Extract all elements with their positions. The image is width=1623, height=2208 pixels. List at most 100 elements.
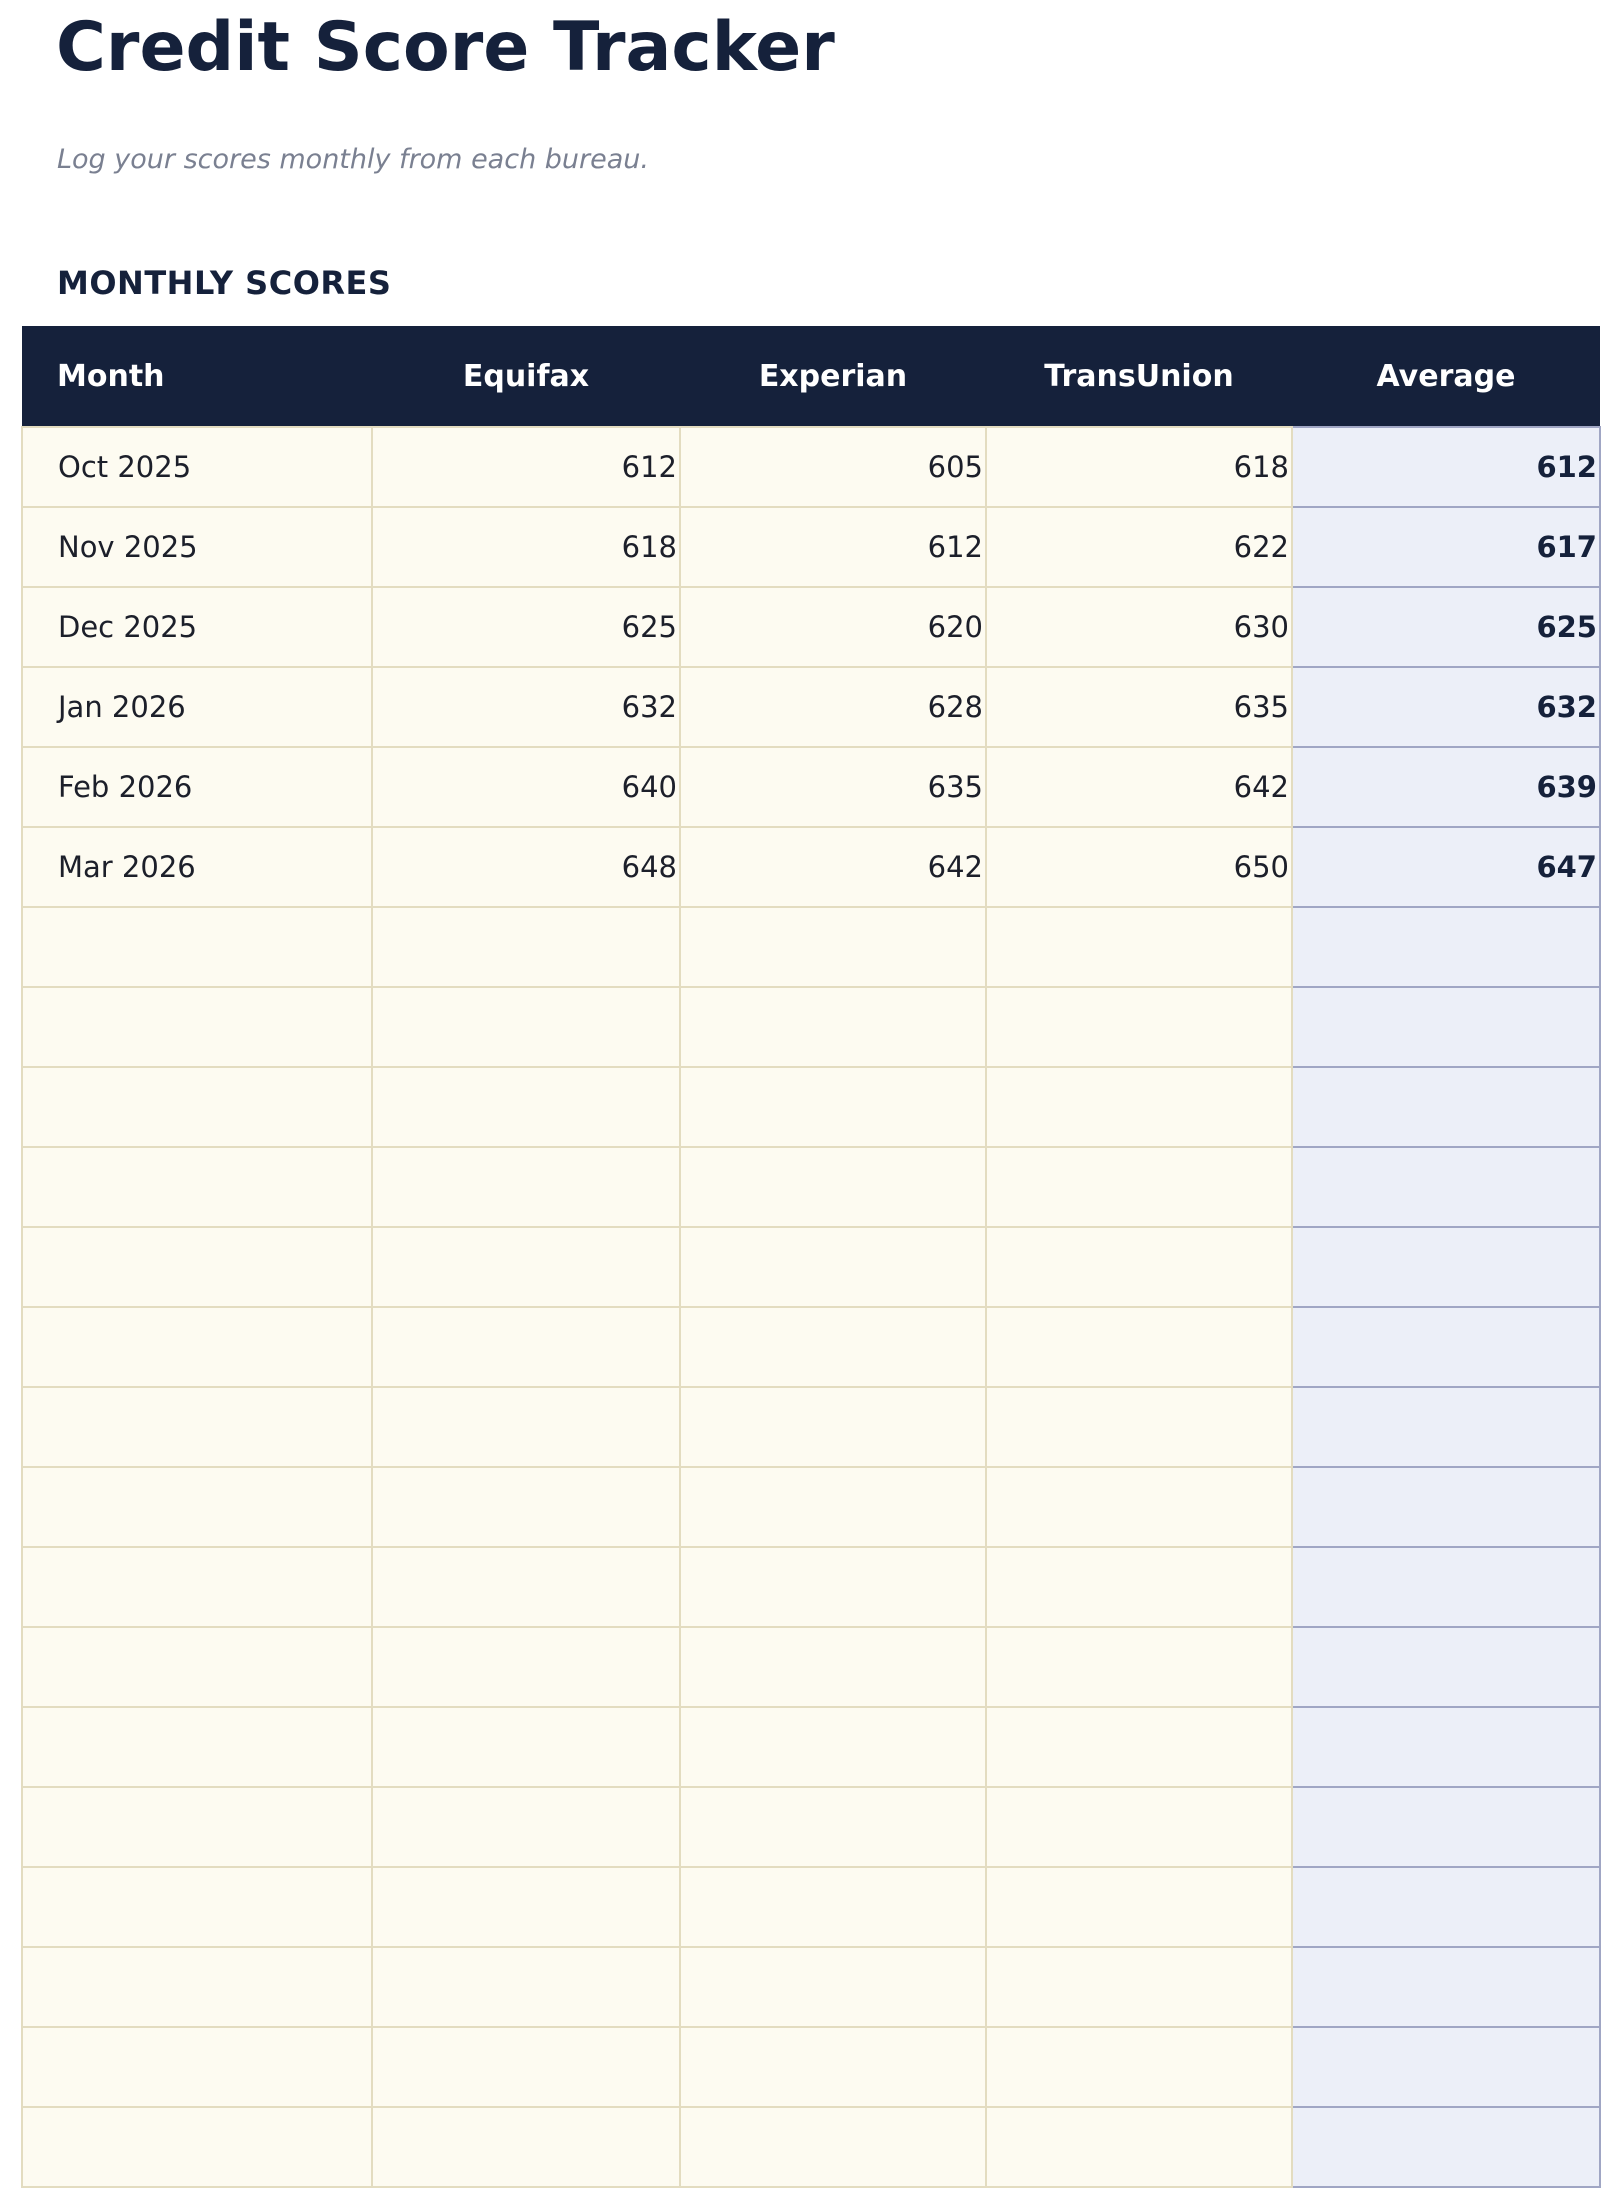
- empty-cell: [985, 1466, 1293, 1548]
- empty-cell: [679, 1306, 987, 1388]
- empty-row: [21, 1306, 1601, 1388]
- empty-cell: [679, 2026, 987, 2108]
- subtitle: Log your scores monthly from each bureau…: [57, 144, 649, 175]
- empty-row: [21, 1386, 1601, 1468]
- empty-cell: [1291, 1866, 1601, 1948]
- empty-cell: [1291, 1946, 1601, 2028]
- empty-cell: [371, 1706, 681, 1788]
- column-header: TransUnion: [986, 326, 1292, 427]
- empty-cell: [985, 1546, 1293, 1628]
- average-cell: 639: [1291, 746, 1601, 828]
- empty-cell: [21, 1146, 373, 1228]
- table-body: Oct 2025 612 605 618 612 Nov 2025 618 612 622 617…: [21, 426, 1601, 2188]
- empty-cell: [371, 986, 681, 1068]
- empty-cell: [371, 1066, 681, 1148]
- score-cell: 628: [679, 666, 987, 748]
- empty-cell: [985, 906, 1293, 988]
- empty-cell: [21, 1546, 373, 1628]
- empty-cell: [985, 1866, 1293, 1948]
- empty-cell: [679, 1786, 987, 1868]
- empty-cell: [985, 1626, 1293, 1708]
- empty-cell: [21, 986, 373, 1068]
- empty-cell: [1291, 1546, 1601, 1628]
- empty-cell: [985, 986, 1293, 1068]
- score-cell: 635: [985, 666, 1293, 748]
- table-row: Oct 2025 612 605 618 612: [21, 426, 1601, 508]
- header-row: Month Equifax Experian TransUnion Average: [22, 326, 1600, 427]
- empty-cell: [1291, 1066, 1601, 1148]
- empty-row: [21, 2106, 1601, 2188]
- empty-cell: [1291, 2106, 1601, 2188]
- empty-cell: [1291, 1626, 1601, 1708]
- empty-cell: [371, 1466, 681, 1548]
- score-cell: 648: [371, 826, 681, 908]
- month-cell: Dec 2025: [21, 586, 373, 668]
- empty-row: [21, 1546, 1601, 1628]
- empty-cell: [985, 1786, 1293, 1868]
- month-cell: Mar 2026: [21, 826, 373, 908]
- empty-cell: [1291, 986, 1601, 1068]
- empty-cell: [985, 2026, 1293, 2108]
- empty-cell: [985, 1306, 1293, 1388]
- average-cell: 625: [1291, 586, 1601, 668]
- empty-cell: [21, 1866, 373, 1948]
- empty-row: [21, 986, 1601, 1068]
- empty-cell: [679, 1386, 987, 1468]
- empty-cell: [21, 1786, 373, 1868]
- empty-cell: [1291, 1146, 1601, 1228]
- empty-cell: [985, 1226, 1293, 1308]
- table-row: Jan 2026 632 628 635 632: [21, 666, 1601, 748]
- score-cell: 622: [985, 506, 1293, 588]
- empty-cell: [1291, 1306, 1601, 1388]
- empty-row: [21, 1706, 1601, 1788]
- empty-cell: [371, 1146, 681, 1228]
- empty-cell: [679, 1546, 987, 1628]
- scores-table: Month Equifax Experian TransUnion Average Oc…: [21, 326, 1601, 2188]
- month-cell: Jan 2026: [21, 666, 373, 748]
- average-cell: 612: [1291, 426, 1601, 508]
- empty-row: [21, 1626, 1601, 1708]
- average-cell: 617: [1291, 506, 1601, 588]
- column-header: Equifax: [372, 326, 680, 427]
- empty-cell: [21, 1066, 373, 1148]
- score-cell: 620: [679, 586, 987, 668]
- page-title: Credit Score Tracker: [56, 8, 835, 87]
- empty-cell: [1291, 1466, 1601, 1548]
- empty-cell: [679, 1066, 987, 1148]
- empty-cell: [21, 1626, 373, 1708]
- score-cell: 625: [371, 586, 681, 668]
- empty-cell: [985, 2106, 1293, 2188]
- empty-cell: [21, 1226, 373, 1308]
- empty-cell: [371, 1226, 681, 1308]
- empty-cell: [679, 2106, 987, 2188]
- empty-cell: [1291, 1226, 1601, 1308]
- empty-cell: [679, 1626, 987, 1708]
- empty-cell: [371, 906, 681, 988]
- score-cell: 630: [985, 586, 1293, 668]
- empty-row: [21, 1066, 1601, 1148]
- empty-cell: [21, 1386, 373, 1468]
- score-cell: 618: [371, 506, 681, 588]
- empty-cell: [21, 1946, 373, 2028]
- empty-cell: [679, 1866, 987, 1948]
- average-cell: 632: [1291, 666, 1601, 748]
- empty-cell: [1291, 1706, 1601, 1788]
- table-row: Feb 2026 640 635 642 639: [21, 746, 1601, 828]
- empty-cell: [1291, 906, 1601, 988]
- empty-row: [21, 1146, 1601, 1228]
- empty-cell: [371, 1626, 681, 1708]
- empty-cell: [985, 1946, 1293, 2028]
- average-cell: 647: [1291, 826, 1601, 908]
- empty-cell: [371, 2106, 681, 2188]
- score-cell: 632: [371, 666, 681, 748]
- empty-cell: [21, 1706, 373, 1788]
- column-header: Experian: [680, 326, 986, 427]
- score-cell: 650: [985, 826, 1293, 908]
- score-cell: 612: [371, 426, 681, 508]
- empty-cell: [21, 2026, 373, 2108]
- empty-cell: [679, 1706, 987, 1788]
- table-row: Nov 2025 618 612 622 617: [21, 506, 1601, 588]
- empty-row: [21, 1786, 1601, 1868]
